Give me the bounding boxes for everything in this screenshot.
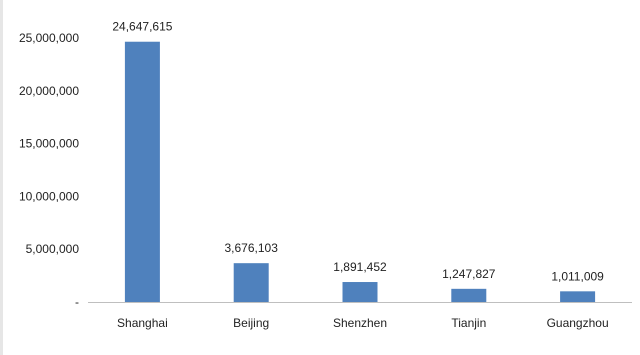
bar <box>233 263 269 302</box>
x-tick-label: Tianjin <box>451 316 486 330</box>
x-axis: Shanghai Beijing Shenzhen Tianjin Guangzhou <box>117 316 609 330</box>
bars <box>124 41 596 302</box>
y-axis: - 5,000,000 10,000,000 15,000,000 20,000,000… <box>19 31 79 309</box>
bar <box>560 291 596 302</box>
data-label: 1,011,009 <box>551 269 604 283</box>
data-label: 3,676,103 <box>225 241 279 255</box>
data-labels: 24,647,615 3,676,103 1,891,452 1,247,827 1,0… <box>112 20 604 284</box>
bar <box>342 282 378 302</box>
y-tick-label: 20,000,000 <box>19 84 79 98</box>
y-tick-label: 25,000,000 <box>19 31 79 45</box>
x-tick-label: Shenzhen <box>333 316 387 330</box>
y-tick-label: - <box>75 295 79 309</box>
left-edge-rule <box>0 0 3 355</box>
x-tick-label: Beijing <box>233 316 269 330</box>
y-tick-label: 15,000,000 <box>19 137 79 151</box>
x-tick-label: Guangzhou <box>547 316 609 330</box>
data-label: 1,247,827 <box>442 267 496 281</box>
bar <box>124 41 160 302</box>
y-tick-label: 5,000,000 <box>26 242 80 256</box>
bar <box>451 288 487 302</box>
data-label: 1,891,452 <box>333 260 387 274</box>
data-label: 24,647,615 <box>112 20 172 34</box>
x-tick-label: Shanghai <box>117 316 168 330</box>
y-tick-label: 10,000,000 <box>19 189 79 203</box>
